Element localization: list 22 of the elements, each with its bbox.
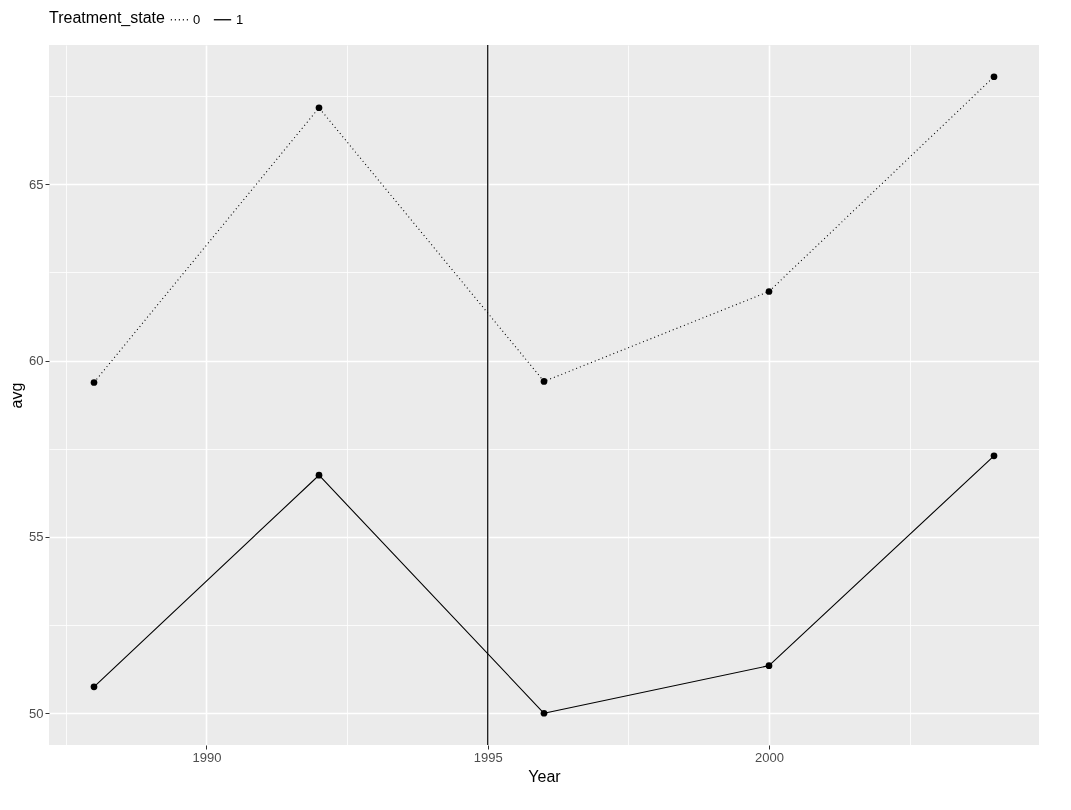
legend-label: 0: [193, 11, 201, 27]
y-tick-label: 50: [29, 705, 44, 721]
x-tick-label: 1990: [192, 749, 222, 765]
point: [540, 378, 548, 385]
point: [765, 288, 773, 295]
point: [315, 471, 323, 479]
point: [90, 683, 98, 691]
point: [90, 379, 98, 386]
x-tick-label: 2000: [755, 749, 784, 765]
x-axis-title: Year: [528, 767, 562, 785]
point: [540, 709, 548, 717]
point: [315, 104, 323, 112]
y-tick-label: 60: [29, 353, 44, 369]
x-tick-label: 1995: [473, 749, 503, 765]
y-tick-label: 55: [29, 529, 44, 545]
y-tick-label: 65: [29, 176, 44, 192]
legend-title: Treatment_state: [49, 9, 166, 27]
legend-label: 1: [236, 11, 244, 27]
point: [990, 452, 998, 460]
point: [765, 662, 773, 669]
y-axis-title: avg: [8, 382, 26, 409]
point: [990, 73, 998, 81]
